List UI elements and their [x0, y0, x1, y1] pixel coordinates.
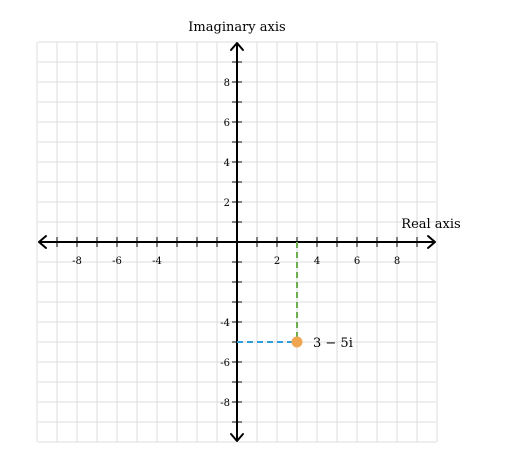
- x-tick-label: 4: [314, 256, 320, 267]
- data-point: [291, 336, 303, 348]
- x-axis-arrow-right: [427, 235, 436, 249]
- y-axis-arrow-up: [230, 42, 244, 51]
- y-tick-label: -8: [220, 398, 230, 409]
- data-point-label: 3 − 5i: [313, 336, 353, 351]
- x-tick-label: -4: [152, 256, 162, 267]
- y-tick-label: 6: [224, 118, 230, 129]
- x-axis-label: Real axis: [401, 217, 460, 232]
- axes: [38, 42, 436, 442]
- x-tick-label: 6: [354, 256, 360, 267]
- x-tick-label: 2: [274, 256, 280, 267]
- x-tick-label: -8: [72, 256, 82, 267]
- y-tick-label: 2: [224, 198, 230, 209]
- y-tick-label: 8: [224, 78, 230, 89]
- y-axis-label: Imaginary axis: [188, 20, 285, 35]
- x-tick-label: 8: [394, 256, 400, 267]
- ticks: [56, 61, 418, 423]
- y-tick-label: 4: [224, 158, 230, 169]
- y-axis-arrow-down: [230, 433, 244, 442]
- y-tick-label: -4: [220, 318, 230, 329]
- y-tick-label: -6: [220, 358, 230, 369]
- x-tick-label: -6: [112, 256, 122, 267]
- tick-labels: -8 -6 -4 2 4 6 8 8 6 4 2 -4 -6 -8: [72, 78, 400, 409]
- x-axis-arrow-left: [38, 235, 47, 249]
- guide-lines: [237, 242, 298, 343]
- points: 3 − 5i: [291, 336, 353, 351]
